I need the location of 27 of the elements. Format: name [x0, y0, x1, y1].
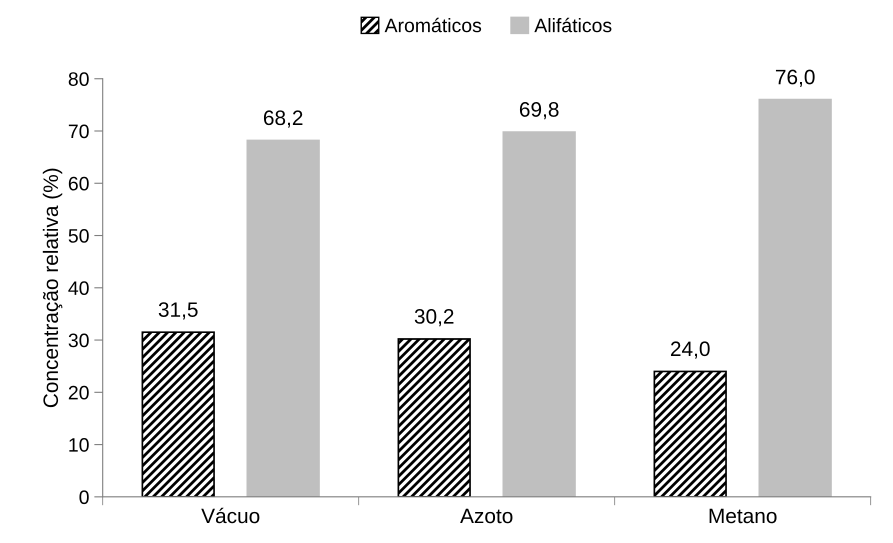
- bar: [142, 331, 215, 497]
- data-label: 31,5: [158, 302, 198, 320]
- y-tick-label: 30: [68, 334, 89, 348]
- x-tick-label: Metano: [710, 508, 777, 524]
- data-label: 76,0: [776, 70, 815, 87]
- bar: [654, 370, 727, 497]
- data-label: 68,2: [264, 110, 302, 128]
- y-tick-label: 80: [68, 72, 89, 86]
- bar: [246, 140, 320, 497]
- x-tick-label: Azoto: [460, 508, 512, 524]
- bar: [398, 338, 471, 497]
- y-tick-label: 10: [69, 438, 89, 452]
- data-label: 30,2: [414, 309, 454, 326]
- bar: [502, 131, 576, 497]
- y-tick-label: 40: [68, 281, 89, 296]
- x-tick-label: Vácuo: [201, 508, 260, 524]
- y-tick-label: 70: [68, 124, 89, 138]
- legend-label: Alifáticos: [534, 18, 612, 32]
- y-tick-label: 0: [79, 490, 89, 504]
- data-label: 24,0: [670, 341, 710, 359]
- y-tick-label: 50: [68, 228, 89, 243]
- y-tick-label: 20: [68, 386, 89, 400]
- bar: [758, 98, 832, 497]
- legend-label: Aromáticos: [384, 18, 482, 32]
- y-tick-label: 60: [68, 176, 89, 190]
- data-label: 69,8: [520, 102, 559, 120]
- y-axis-title: Concentração relativa (%): [42, 168, 62, 408]
